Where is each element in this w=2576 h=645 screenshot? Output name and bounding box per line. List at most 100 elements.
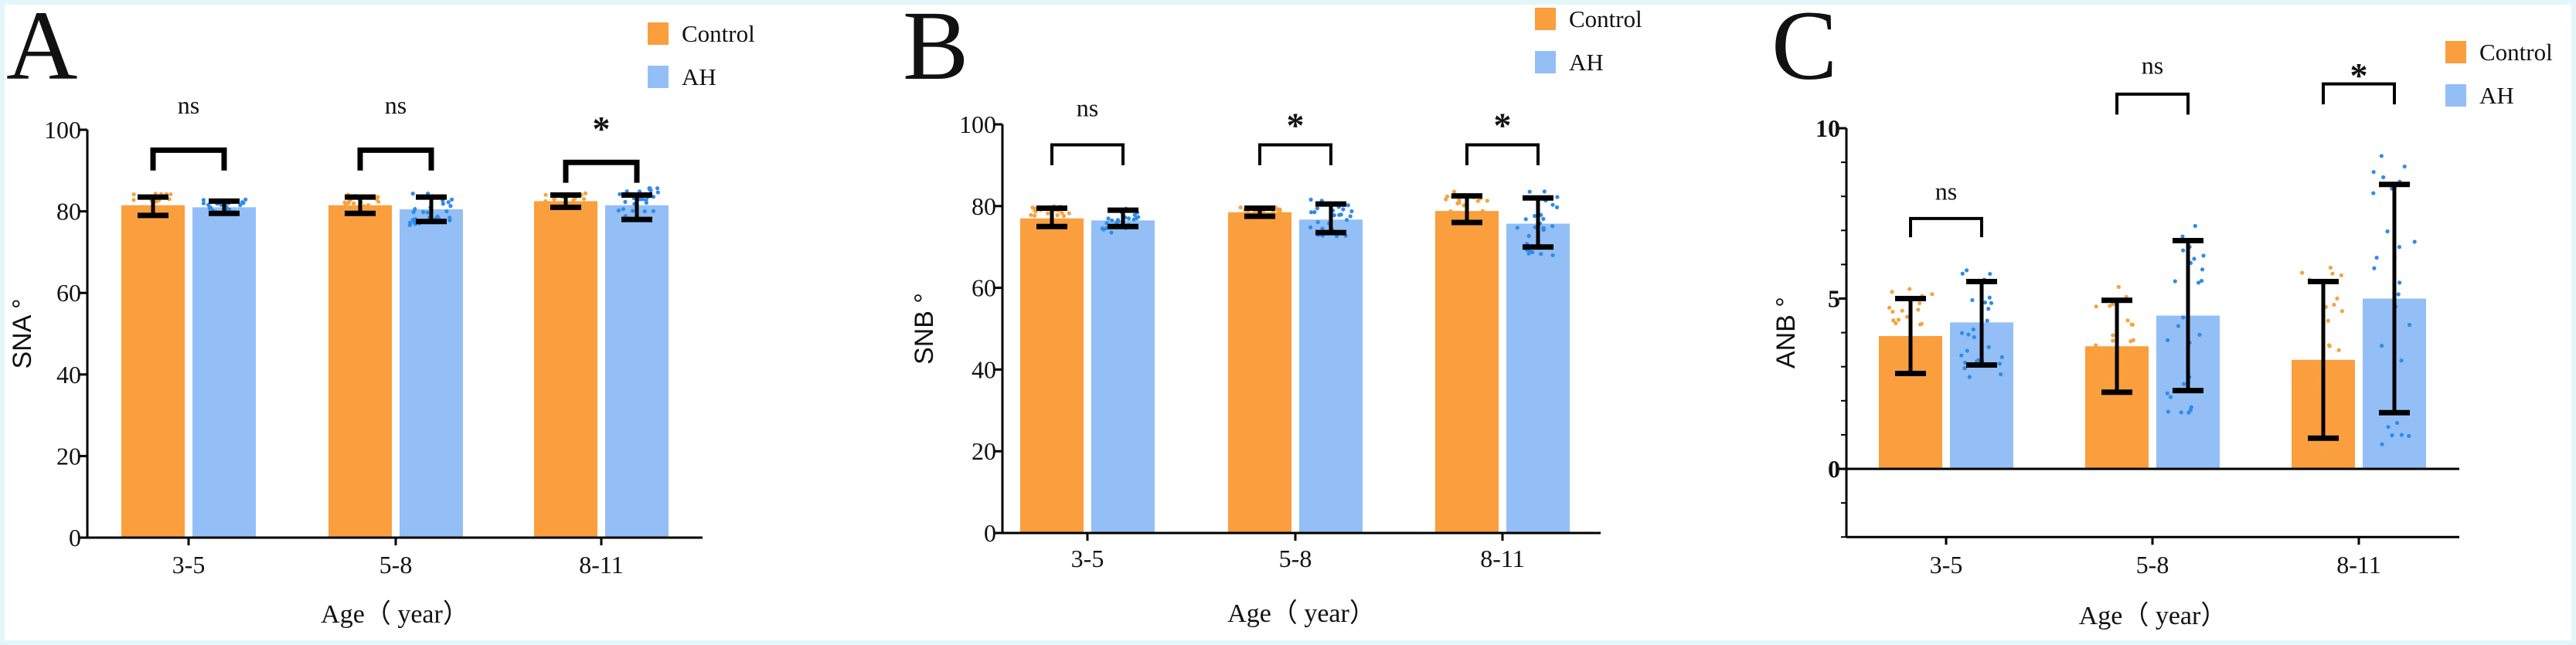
- data-point: [1997, 362, 2002, 366]
- data-point: [131, 192, 136, 197]
- y-tick-label: 40: [972, 355, 996, 383]
- data-point: [1277, 214, 1281, 219]
- data-point: [1523, 217, 1528, 222]
- data-point: [1550, 253, 1555, 258]
- data-point: [1055, 212, 1060, 218]
- data-point: [1131, 217, 1136, 222]
- significance-bracket: [1465, 143, 1540, 165]
- data-point: [1930, 292, 1935, 297]
- data-point: [2335, 296, 2339, 301]
- data-point: [1999, 355, 2004, 359]
- significance-bracket: [1050, 143, 1125, 165]
- data-point: [655, 186, 660, 191]
- data-point: [2122, 361, 2126, 365]
- bar-control-8-11: [1435, 211, 1499, 533]
- data-point: [2173, 279, 2177, 283]
- data-point: [2111, 302, 2115, 307]
- data-point: [2319, 449, 2323, 453]
- data-point: [1918, 301, 1922, 306]
- data-point: [2120, 395, 2125, 400]
- data-point: [2104, 375, 2108, 379]
- data-point: [2176, 324, 2181, 328]
- data-point: [1925, 367, 1930, 372]
- data-point: [543, 192, 548, 197]
- data-point: [2328, 265, 2333, 270]
- data-point: [413, 207, 417, 212]
- significance-label: *: [593, 109, 611, 148]
- data-point: [444, 209, 449, 214]
- data-point: [447, 216, 452, 220]
- data-point: [2130, 322, 2135, 327]
- data-point: [616, 208, 621, 213]
- data-point: [623, 199, 628, 205]
- legend-swatch-control: [2445, 41, 2466, 63]
- data-point: [2131, 338, 2135, 342]
- data-point: [2371, 191, 2376, 195]
- legend: Control AH: [648, 20, 755, 90]
- data-point: [1965, 348, 1969, 353]
- data-point: [2193, 223, 2197, 229]
- data-point: [1029, 219, 1033, 223]
- bar-control-3-5: [121, 205, 185, 538]
- data-point: [1312, 210, 1317, 215]
- panel-letter: A: [6, 0, 77, 100]
- data-point: [2166, 338, 2170, 342]
- data-point: [144, 206, 148, 211]
- significance-label: ns: [1935, 178, 1957, 205]
- data-point: [1320, 226, 1325, 231]
- data-point: [1999, 372, 2003, 377]
- data-point: [207, 205, 212, 211]
- data-point: [2396, 292, 2401, 297]
- data-point: [1527, 189, 1532, 194]
- data-point: [1916, 307, 1921, 312]
- data-point: [349, 205, 353, 209]
- data-point: [2111, 333, 2115, 338]
- significance-label: *: [1287, 106, 1305, 145]
- x-axis-label: Age（ year）: [2079, 601, 2227, 630]
- data-point: [1337, 212, 1342, 217]
- data-point: [1541, 228, 1546, 233]
- data-point: [421, 209, 426, 215]
- data-point: [1033, 213, 1037, 218]
- y-tick-label: 100: [44, 116, 81, 144]
- data-point: [1067, 221, 1073, 226]
- data-point: [2111, 338, 2115, 343]
- bar-ah-3-5: [1091, 220, 1155, 533]
- data-point: [1987, 295, 1992, 300]
- data-point: [1550, 224, 1555, 229]
- data-point: [1554, 205, 1560, 209]
- bar-ah-5-8: [400, 209, 463, 538]
- legend-label-ah: AH: [682, 63, 716, 90]
- data-point: [2323, 453, 2328, 457]
- data-point: [1046, 211, 1050, 216]
- significance-label: *: [1494, 106, 1512, 145]
- data-point: [2125, 318, 2130, 323]
- data-point: [425, 210, 430, 215]
- legend-label-control: Control: [2479, 39, 2553, 66]
- data-point: [2300, 270, 2305, 275]
- legend-swatch-ah: [648, 66, 669, 88]
- data-point: [1480, 209, 1485, 213]
- data-point: [448, 204, 453, 209]
- panel-c: C Control AH ns ns * 0 5 10 3-5 5-8 8-11 Age（ year） A…: [1771, 0, 2553, 630]
- x-axis-label: Age（ year）: [1227, 599, 1376, 628]
- legend: Control AH: [1535, 5, 1642, 76]
- data-point: [1541, 216, 1546, 221]
- data-point: [2317, 441, 2322, 446]
- data-point: [631, 209, 635, 213]
- data-point: [1348, 214, 1353, 219]
- data-point: [2189, 405, 2193, 409]
- data-point: [1109, 230, 1114, 235]
- significance-label: *: [2350, 56, 2368, 95]
- data-point: [2097, 389, 2101, 394]
- data-point: [1033, 225, 1038, 229]
- data-point: [1485, 199, 1489, 203]
- data-point: [2339, 309, 2345, 314]
- data-point: [1966, 332, 1971, 337]
- y-tick-label: 10: [1815, 114, 1840, 142]
- data-point: [353, 206, 358, 211]
- data-point: [1986, 307, 1991, 311]
- data-point: [1054, 228, 1059, 233]
- data-point: [2199, 278, 2204, 283]
- bar-ah-5-8: [1299, 219, 1363, 533]
